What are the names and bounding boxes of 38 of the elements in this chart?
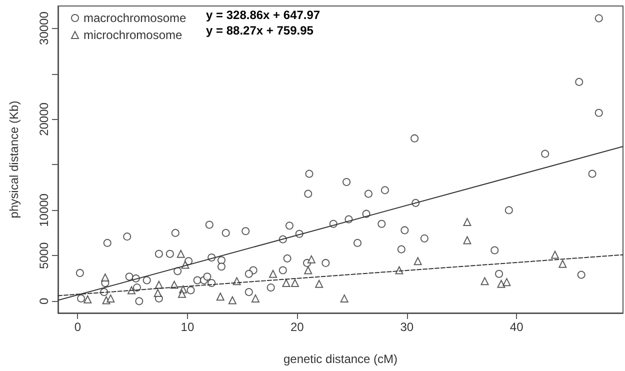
point — [176, 250, 185, 258]
y-tick-label: 30000 — [37, 11, 51, 45]
point — [340, 294, 348, 302]
point — [307, 255, 316, 264]
point — [414, 257, 422, 266]
point — [304, 266, 312, 274]
x-tick-label: 40 — [510, 320, 524, 334]
x-tick-label: 0 — [74, 320, 82, 334]
point — [251, 294, 260, 302]
legend-label: microchromosome — [84, 28, 183, 42]
x-tick-label: 10 — [180, 320, 194, 334]
point — [502, 278, 511, 286]
legend-label: macrochromosome — [84, 11, 187, 25]
x-tick-label: 20 — [290, 320, 304, 334]
annotation: y = 88.27x + 759.95 — [206, 24, 314, 38]
point — [84, 295, 92, 304]
y-axis-title: physical distance (Kb) — [7, 100, 21, 218]
annotation: y = 328.86x + 647.97 — [206, 8, 320, 22]
point — [480, 277, 489, 286]
point — [282, 278, 290, 287]
x-tick-label: 30 — [400, 320, 414, 334]
point — [228, 296, 236, 304]
point — [463, 236, 472, 244]
y-tick-label: 0 — [37, 298, 51, 305]
y-tick-label: 5000 — [37, 242, 51, 270]
point — [497, 280, 506, 288]
point — [315, 280, 324, 288]
y-tick-label: 20000 — [37, 102, 51, 136]
point — [216, 292, 224, 301]
x-axis-title: genetic distance (cM) — [283, 352, 398, 366]
point — [269, 270, 278, 278]
point — [178, 290, 186, 298]
point — [550, 250, 559, 259]
point — [463, 218, 472, 226]
y-tick-label: 10000 — [37, 193, 51, 227]
point — [290, 278, 299, 287]
point — [558, 260, 567, 268]
point — [106, 294, 115, 302]
